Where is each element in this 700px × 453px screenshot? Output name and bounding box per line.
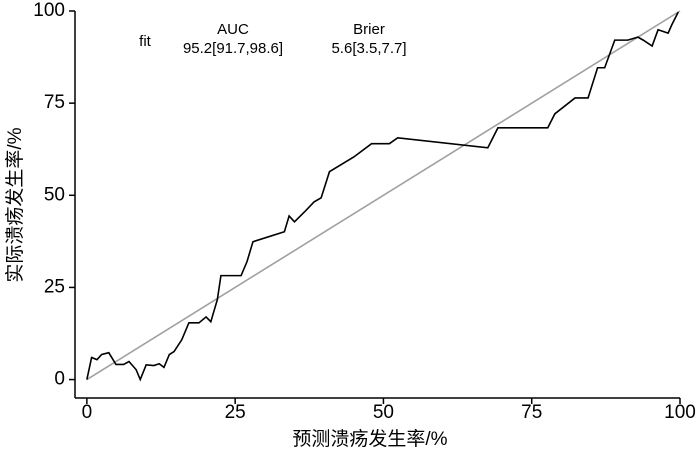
x-tick-label: 75 [521,402,542,423]
y-axis-title: 实际溃疡发生率/% [4,127,26,282]
y-tick-label: 0 [54,369,65,390]
annotation: 95.2[91.7,98.6] [183,40,283,57]
annotation: Brier [353,21,385,38]
calibration-line [86,11,679,382]
y-tick-label: 100 [33,0,65,21]
x-tick-label: 100 [664,402,696,423]
reference-line [86,10,681,381]
x-tick-label: 50 [373,402,394,423]
annotation: 5.6[3.5,7.7] [331,40,406,57]
y-tick-label: 75 [44,92,65,113]
annotation: fit [139,33,152,50]
x-tick-label: 25 [225,402,246,423]
y-tick-label: 50 [44,184,65,205]
x-tick-label: 0 [82,402,93,423]
annotation: AUC [217,21,249,38]
x-axis-title: 预测溃疡发生率/% [292,428,447,450]
y-tick-label: 25 [44,276,65,297]
